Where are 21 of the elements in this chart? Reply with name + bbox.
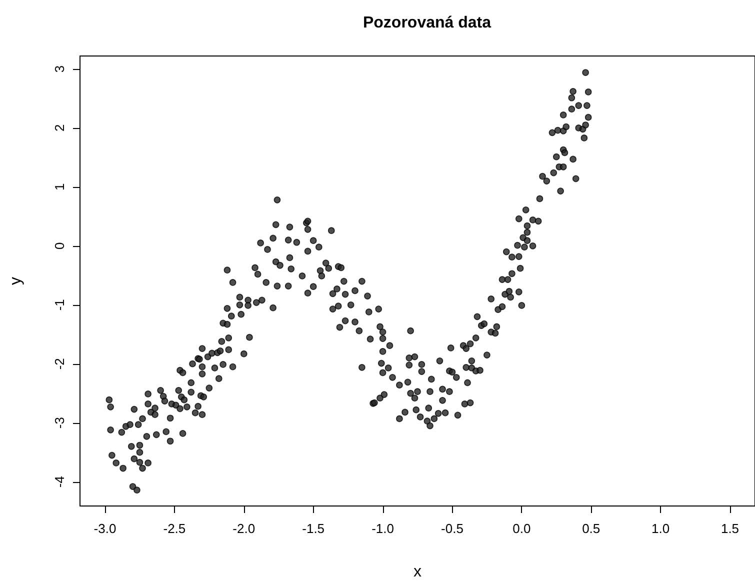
chart-title: Pozorovaná data [362, 14, 492, 32]
y-tick-label: -1 [52, 299, 67, 311]
x-axis-title: x [414, 564, 422, 580]
x-tick-label: 0.0 [512, 521, 531, 536]
x-tick-label: -1.0 [372, 521, 394, 536]
x-tick-label: -3.0 [94, 521, 116, 536]
y-tick-label: 3 [52, 65, 67, 73]
x-tick-label: -1.5 [302, 521, 325, 536]
y-tick-label: -4 [52, 476, 67, 488]
x-tick-label: 0.5 [582, 521, 600, 536]
x-tick-label: -0.5 [441, 521, 464, 536]
y-tick-label: -3 [52, 417, 67, 429]
x-tick-label: 1.0 [652, 521, 670, 536]
y-tick-label: -2 [52, 358, 67, 370]
y-tick-label: 0 [52, 242, 67, 250]
y-axis-title: y [8, 277, 24, 285]
y-tick-label: 1 [52, 183, 67, 191]
y-tick-label: 2 [52, 124, 67, 132]
x-tick-label: 1.5 [720, 521, 740, 536]
x-tick-label: -2.5 [163, 521, 186, 536]
x-tick-label: -2.0 [232, 521, 256, 536]
